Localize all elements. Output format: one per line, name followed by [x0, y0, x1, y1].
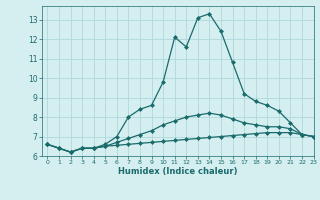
X-axis label: Humidex (Indice chaleur): Humidex (Indice chaleur) — [118, 167, 237, 176]
